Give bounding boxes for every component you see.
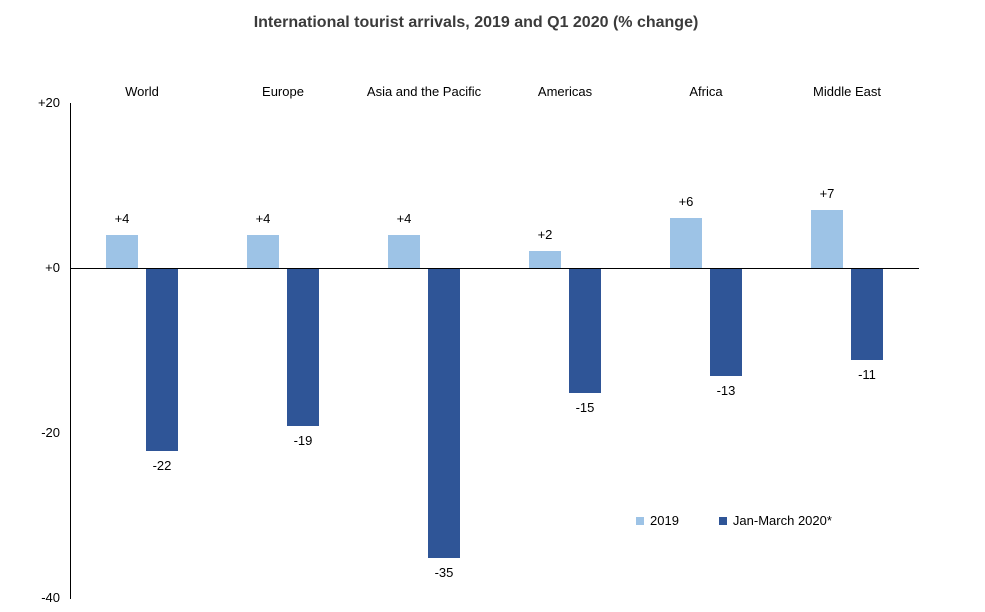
category-label: Africa — [689, 84, 723, 99]
bar-value-label: +4 — [114, 211, 130, 226]
bar-value-label: +4 — [396, 211, 412, 226]
bar-value-label: +7 — [819, 186, 835, 201]
bar-value-label: +6 — [678, 194, 694, 209]
bar-value-label: -15 — [575, 400, 595, 415]
legend-label: 2019 — [650, 513, 679, 528]
category-label: Americas — [537, 84, 593, 99]
bar-series-1-middle-east — [851, 269, 883, 360]
bar-value-label: -13 — [716, 383, 736, 398]
bar-series-0-europe — [247, 235, 279, 268]
chart-title: International tourist arrivals, 2019 and… — [253, 14, 699, 31]
bar-series-1-europe — [287, 269, 319, 426]
bar-value-label: -22 — [152, 458, 172, 473]
legend-item: Jan-March 2020* — [718, 513, 832, 529]
bar-series-1-americas — [569, 269, 601, 393]
bar-value-label: +4 — [255, 211, 271, 226]
legend-label: Jan-March 2020* — [732, 513, 832, 528]
y-axis-line — [70, 103, 71, 599]
bar-value-label: -35 — [434, 565, 454, 580]
bar-series-1-africa — [710, 269, 742, 376]
legend: 2019 Jan-March 2020* — [636, 513, 832, 529]
y-tick-label: -40 — [41, 590, 60, 605]
zero-baseline — [70, 268, 919, 269]
legend-swatch-icon — [636, 517, 644, 525]
y-tick-label: +20 — [37, 95, 60, 110]
legend-swatch-icon — [718, 517, 727, 525]
bar-series-0-world — [106, 235, 138, 268]
category-label: World — [125, 84, 159, 99]
bar-value-label: +2 — [537, 227, 553, 242]
bar-series-1-world — [146, 269, 178, 451]
bar-series-0-middle-east — [811, 210, 843, 268]
bar-series-1-asia-and-the-pacific — [428, 269, 460, 558]
bar-value-label: -11 — [858, 367, 876, 382]
bar-series-0-asia-and-the-pacific — [388, 235, 420, 268]
category-label: Middle East — [813, 84, 881, 99]
bar-value-label: -19 — [293, 433, 313, 448]
y-tick-label: +0 — [45, 260, 60, 275]
y-tick-label: -20 — [41, 425, 60, 440]
legend-item: 2019 — [636, 513, 679, 529]
bar-series-0-americas — [529, 251, 561, 268]
bar-series-0-africa — [670, 218, 702, 268]
category-label: Asia and the Pacific — [366, 84, 482, 99]
category-label: Europe — [262, 84, 304, 99]
